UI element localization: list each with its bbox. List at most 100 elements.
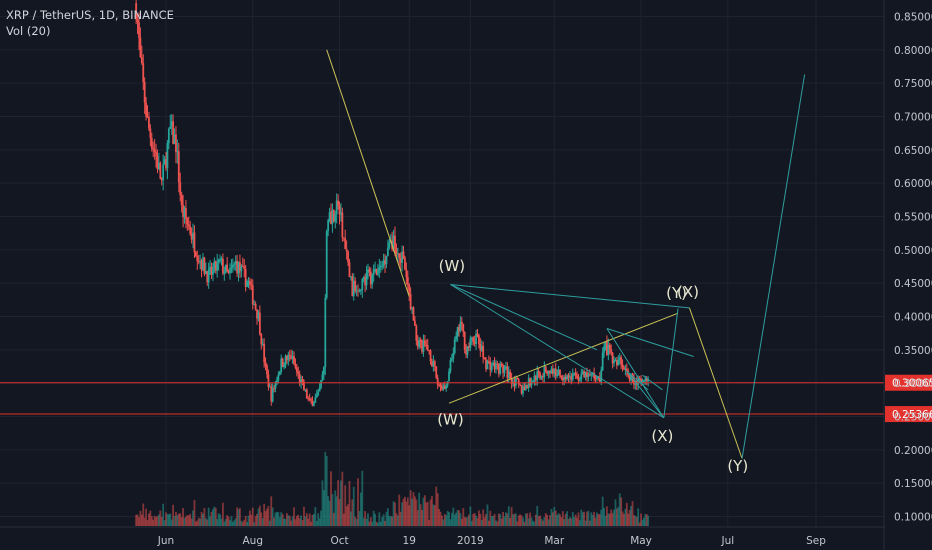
candle-body xyxy=(281,358,284,367)
time-tick-label: Sep xyxy=(806,535,826,547)
volume-bar xyxy=(266,508,268,526)
wave-trendline[interactable] xyxy=(688,307,743,459)
price-tag xyxy=(885,406,932,423)
volume-bar xyxy=(268,520,271,526)
wave-trendline[interactable] xyxy=(450,284,690,309)
grid-lines xyxy=(0,0,884,527)
price-tag-label: 0.25366 xyxy=(892,409,932,421)
volume-bar xyxy=(170,519,173,526)
volume-bar xyxy=(334,490,337,526)
candle-body xyxy=(506,366,509,378)
candle-body xyxy=(569,376,571,378)
volume-bar xyxy=(288,515,291,526)
wave-trendline[interactable] xyxy=(626,370,665,419)
candle-body xyxy=(435,366,438,378)
volume-bar xyxy=(221,502,224,526)
candle-body xyxy=(422,340,425,352)
candle-body xyxy=(401,251,404,263)
wave-trendline[interactable] xyxy=(326,49,410,297)
volume-bar xyxy=(492,515,495,526)
volume-bar xyxy=(257,508,260,526)
volume-indicator-label[interactable]: Vol (20) xyxy=(6,24,51,38)
candle-body xyxy=(615,360,618,366)
candle-body xyxy=(377,270,379,275)
volume-bar xyxy=(489,510,492,526)
candle-body xyxy=(155,151,157,157)
wave-trendline[interactable] xyxy=(450,284,665,419)
candle-body xyxy=(593,372,596,379)
wave-trendline[interactable] xyxy=(741,74,806,459)
volume-bar xyxy=(476,517,479,526)
volume-bar xyxy=(146,519,149,526)
candle-body xyxy=(247,280,250,282)
candle-body xyxy=(479,343,482,351)
volume-bar xyxy=(172,504,175,526)
time-axis[interactable]: Jun Aug Oct 19 2019 Mar May Jul Sep xyxy=(0,526,884,547)
volume-bar xyxy=(213,506,216,526)
candle-body xyxy=(459,321,462,332)
volume-bar xyxy=(426,501,429,526)
candle-body xyxy=(450,358,453,361)
horizontal-price-lines[interactable]: 0.30065 0.25366 xyxy=(0,374,932,423)
wave-trendline[interactable] xyxy=(606,328,694,357)
volume-bar xyxy=(578,520,581,526)
time-tick-label: 19 xyxy=(403,535,416,547)
wave-trendline[interactable] xyxy=(448,312,679,404)
candle-body xyxy=(576,375,578,379)
volume-bar xyxy=(577,512,580,526)
volume-bar xyxy=(520,515,523,526)
candle-body xyxy=(185,207,187,219)
candle-body xyxy=(273,387,275,389)
wave-trendline[interactable] xyxy=(626,370,649,391)
candle-body xyxy=(320,380,322,388)
candle-body xyxy=(324,297,327,368)
candle-body xyxy=(335,200,338,215)
volume-bar xyxy=(479,513,482,526)
wave-trendline[interactable] xyxy=(450,284,598,351)
candle-body xyxy=(475,333,477,344)
volume-bar xyxy=(435,486,438,526)
volume-bar xyxy=(345,506,348,526)
candle-body xyxy=(231,264,234,268)
volume-bar xyxy=(180,517,183,526)
volume-bar xyxy=(324,452,327,526)
volume-bar xyxy=(637,508,640,526)
volume-bar xyxy=(244,515,247,526)
volume-bar xyxy=(490,516,493,526)
volume-bar xyxy=(455,512,458,526)
wave-trendline[interactable] xyxy=(606,328,665,419)
candle-body xyxy=(586,372,588,378)
volume-bar xyxy=(587,510,590,526)
volume-bar xyxy=(529,512,532,526)
elliott-wave-drawings[interactable] xyxy=(326,49,806,459)
volume-bar xyxy=(367,513,369,526)
volume-bar xyxy=(381,516,384,526)
candle-body xyxy=(342,237,345,239)
candle-body xyxy=(499,363,502,374)
candle-body xyxy=(344,238,347,249)
volume-bar xyxy=(458,510,460,526)
symbol-title[interactable]: XRP / TetherUS, 1D, BINANCE xyxy=(6,8,174,22)
volume-bar xyxy=(347,504,349,526)
volume-bar xyxy=(209,516,211,526)
volume-bar xyxy=(320,510,322,526)
candle-body xyxy=(378,267,381,271)
volume-bar xyxy=(414,496,416,526)
volume-bar xyxy=(642,517,645,526)
volume-bar xyxy=(352,486,355,526)
wave-trendline[interactable] xyxy=(642,374,663,391)
candle-body xyxy=(603,346,605,353)
volume-bar xyxy=(519,514,522,526)
volume-bar xyxy=(553,506,556,526)
candle-body xyxy=(327,220,330,232)
candle-body xyxy=(290,355,293,360)
volume-bar xyxy=(298,518,301,526)
candle-body xyxy=(159,163,162,179)
volume-bar xyxy=(630,506,632,526)
candle-body xyxy=(623,367,625,370)
wave-trendline[interactable] xyxy=(663,308,679,418)
